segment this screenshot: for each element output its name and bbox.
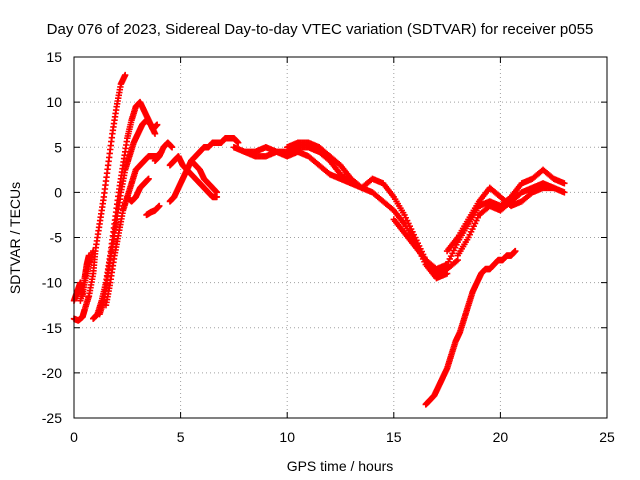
series-track-20 xyxy=(422,247,519,408)
series-track-16 xyxy=(305,144,461,277)
y-tick-label: -15 xyxy=(42,320,62,336)
data-point xyxy=(213,189,221,196)
plot-frame xyxy=(73,56,608,419)
data-point xyxy=(453,257,460,265)
x-tick-label: 5 xyxy=(177,429,185,445)
y-tick-label: -25 xyxy=(42,410,62,426)
series-track-12 xyxy=(188,157,221,196)
grid-layer xyxy=(74,57,607,418)
series-track-14 xyxy=(241,148,355,187)
data-point xyxy=(561,180,568,187)
x-tick-label: 20 xyxy=(493,429,509,445)
series-track-5 xyxy=(96,116,159,318)
data-point xyxy=(153,121,161,128)
x-tick-label: 0 xyxy=(70,429,78,445)
series-track-9 xyxy=(151,139,176,164)
y-axis-label: SDTVAR / TECUs xyxy=(7,182,23,294)
data-point xyxy=(151,130,159,137)
x-tick-label: 25 xyxy=(599,429,615,445)
series-track-7 xyxy=(124,175,152,205)
data-point xyxy=(121,71,129,79)
x-tick-label: 10 xyxy=(279,429,295,445)
data-point xyxy=(512,247,519,255)
x-axis-label: GPS time / hours xyxy=(287,458,394,474)
y-tick-label: -20 xyxy=(42,365,62,381)
data-points-layer xyxy=(70,71,568,408)
data-point xyxy=(156,202,163,210)
data-point xyxy=(561,189,568,196)
series-track-10 xyxy=(166,135,242,205)
data-point xyxy=(234,139,242,146)
series-track-11 xyxy=(166,153,221,201)
x-tick-label: 15 xyxy=(386,429,402,445)
series-track-6 xyxy=(102,148,165,309)
data-point xyxy=(89,247,97,255)
y-tick-label: 5 xyxy=(54,139,62,155)
series-track-8 xyxy=(143,202,163,219)
y-tick-label: -5 xyxy=(50,230,63,246)
y-tick-label: 0 xyxy=(54,184,62,200)
y-tick-label: 10 xyxy=(46,94,62,110)
ticks-layer: 0 5 10 15 20 25 15 10 5 0 -5 -10 -15 -20 -25 xyxy=(42,49,615,445)
chart-title: Day 076 of 2023, Sidereal Day-to-day VTE… xyxy=(47,21,594,38)
data-point xyxy=(550,184,557,192)
series-track-3 xyxy=(77,247,97,304)
y-tick-label: 15 xyxy=(46,49,62,65)
series-track-19 xyxy=(454,180,557,259)
y-tick-label: -10 xyxy=(42,275,62,291)
data-point xyxy=(168,144,176,151)
series-track-1 xyxy=(70,71,129,324)
data-point xyxy=(145,175,152,183)
